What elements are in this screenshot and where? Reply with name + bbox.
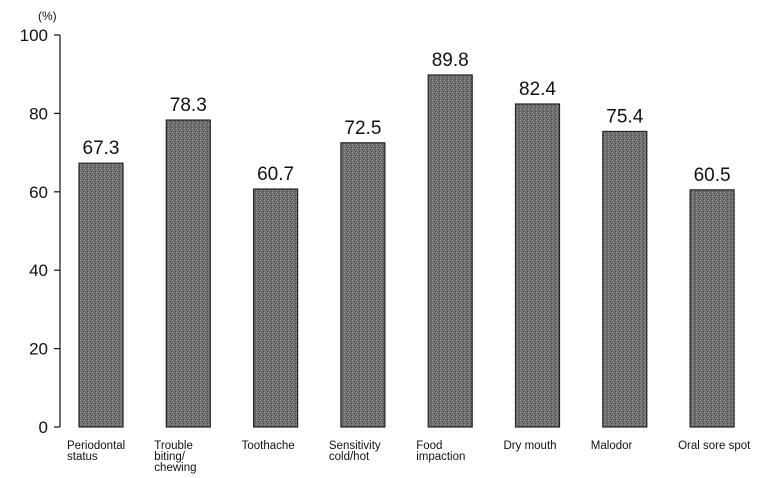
category-label: Sensitivity cold/hot xyxy=(329,440,381,463)
category-label: Toothache xyxy=(242,440,295,452)
bar xyxy=(514,103,561,428)
category-label: Food impaction xyxy=(416,440,465,463)
data-label: 75.4 xyxy=(606,106,643,127)
y-tick-label: 80 xyxy=(29,104,48,123)
category-label: Oral sore spot xyxy=(678,440,751,452)
category-label-line: Oral sore spot xyxy=(678,440,751,452)
bar xyxy=(602,130,648,428)
category-label: Malodor xyxy=(591,440,633,452)
category-label: Dry mouth xyxy=(504,440,557,452)
data-label: 89.8 xyxy=(432,50,469,71)
y-tick-label: 100 xyxy=(20,26,48,45)
category-label-line: Malodor xyxy=(591,440,633,452)
y-tick-label: 60 xyxy=(29,183,48,202)
category-label-line: Trouble xyxy=(154,440,193,452)
y-tick-label: 20 xyxy=(29,340,48,359)
category-label-line: biting/ xyxy=(154,451,185,463)
bar xyxy=(689,189,735,428)
category-label-line: chewing xyxy=(154,462,196,474)
y-axis-unit: (%) xyxy=(38,9,57,23)
bar xyxy=(340,142,386,428)
category-label-line: status xyxy=(67,451,98,463)
y-tick-label: 40 xyxy=(29,261,48,280)
data-label: 78.3 xyxy=(170,95,207,116)
bar xyxy=(78,162,124,428)
category-label-line: Food xyxy=(416,440,442,452)
data-label: 82.4 xyxy=(519,79,556,100)
data-label: 60.5 xyxy=(694,165,731,186)
category-label: Periodontal status xyxy=(67,440,125,463)
category-label-line: Sensitivity xyxy=(329,440,381,452)
data-label: 72.5 xyxy=(344,118,381,139)
bar xyxy=(253,188,299,428)
bar xyxy=(427,74,473,428)
data-label: 67.3 xyxy=(83,138,120,159)
category-label-line: cold/hot xyxy=(329,451,370,463)
category-label-line: Dry mouth xyxy=(504,440,557,452)
data-label: 60.7 xyxy=(257,164,294,185)
category-label-line: Toothache xyxy=(242,440,295,452)
category-label-line: impaction xyxy=(416,451,465,463)
category-label: Trouble biting/chewing xyxy=(154,440,196,474)
category-label-line: Periodontal xyxy=(67,440,125,452)
y-tick-label: 0 xyxy=(39,418,48,437)
bar xyxy=(165,119,211,428)
